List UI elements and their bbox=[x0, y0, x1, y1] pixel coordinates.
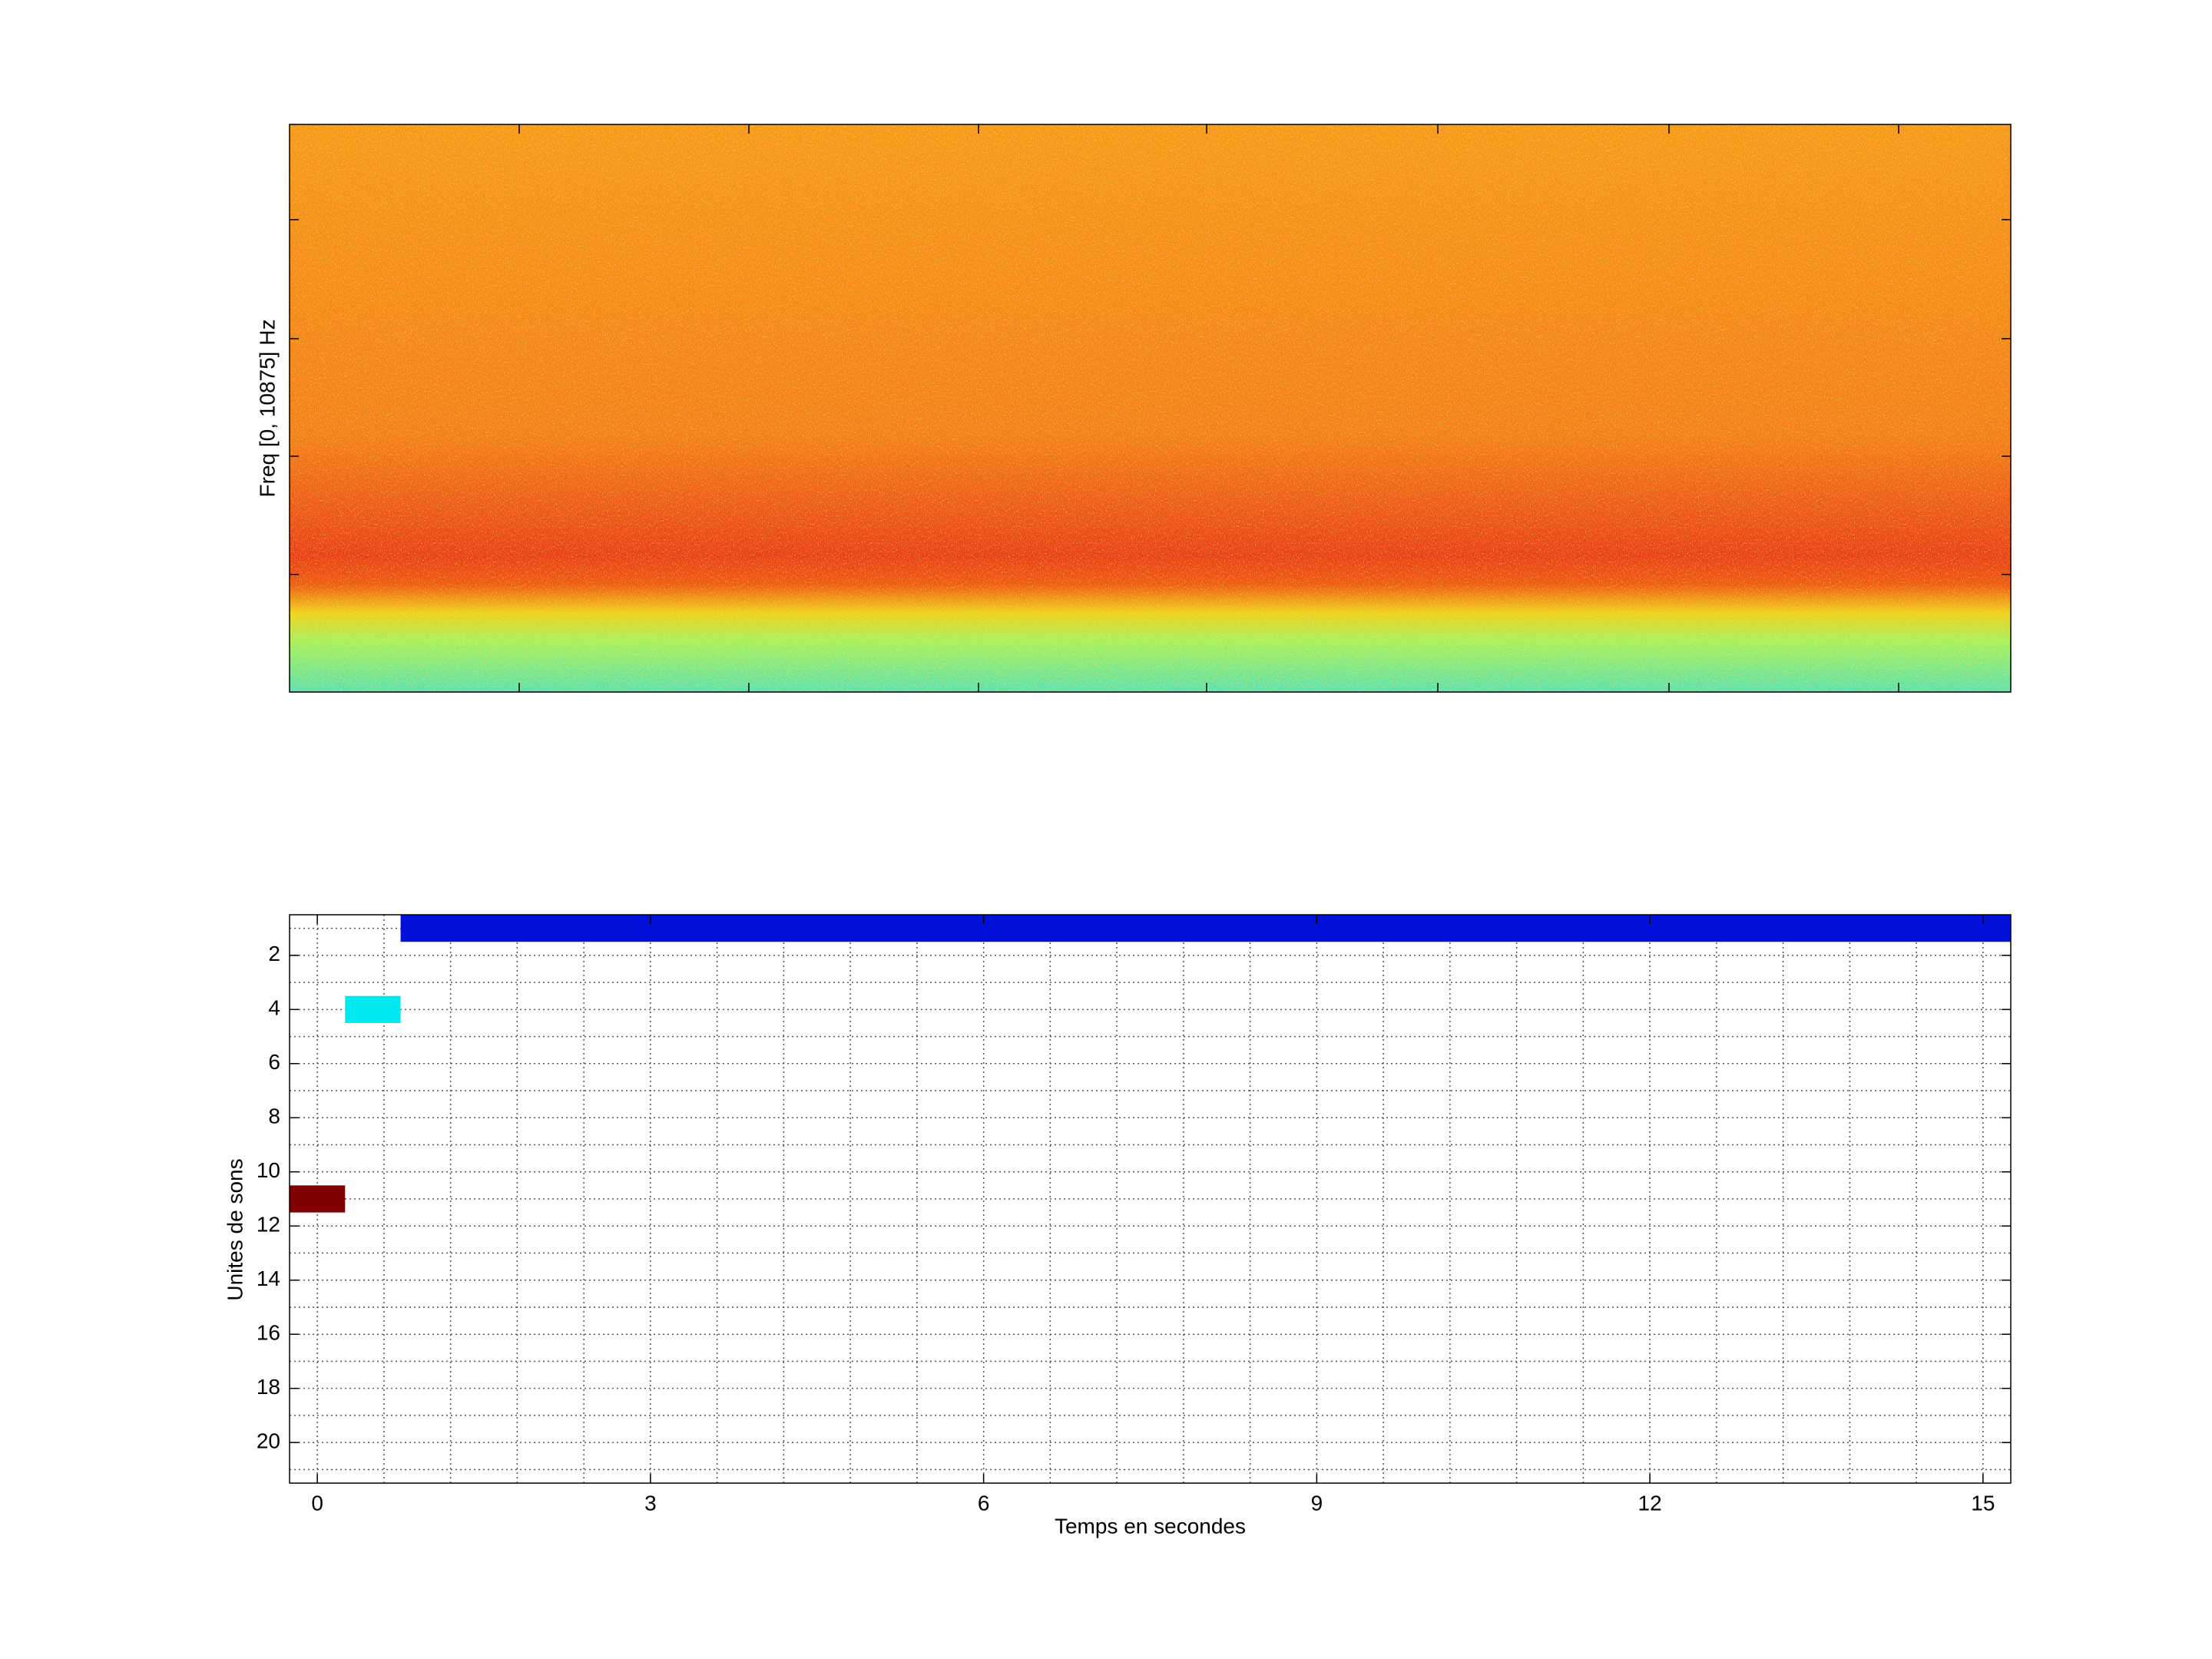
y-tick-label: 4 bbox=[268, 996, 280, 1020]
x-tick-label: 6 bbox=[978, 1491, 990, 1515]
spectrogram-panel: Freq [0, 10875] Hz bbox=[255, 124, 2012, 693]
y-axis-label: Freq [0, 10875] Hz bbox=[255, 320, 279, 498]
segment-bar bbox=[345, 995, 401, 1023]
segments-panel: 0 3 6 9 12 15 2 4 6 8 10 12 14 16 18 20 Temps en seconde… bbox=[223, 914, 2012, 1538]
y-tick-label: 12 bbox=[257, 1213, 280, 1237]
y-tick-label: 14 bbox=[257, 1267, 280, 1290]
x-tick-label: 12 bbox=[1638, 1491, 1662, 1515]
x-axis-label: Temps en secondes bbox=[1055, 1514, 1246, 1538]
y-tick-label: 8 bbox=[268, 1104, 280, 1128]
y-tick-label: 18 bbox=[257, 1375, 280, 1399]
segment-bar bbox=[400, 915, 2012, 942]
y-tick-label: 2 bbox=[268, 942, 280, 965]
segment-bar bbox=[290, 1185, 346, 1213]
x-tick-label: 0 bbox=[311, 1491, 323, 1515]
x-tick-label: 9 bbox=[1311, 1491, 1323, 1515]
y-tick-label: 6 bbox=[268, 1050, 280, 1074]
y-tick-label: 16 bbox=[257, 1321, 280, 1345]
y-tick-label: 20 bbox=[257, 1429, 280, 1453]
spectrogram-noise bbox=[290, 124, 2011, 590]
x-tick-label: 15 bbox=[1971, 1491, 1995, 1515]
x-tick-label: 3 bbox=[644, 1491, 657, 1515]
y-tick-label: 10 bbox=[257, 1158, 280, 1182]
axes-frame bbox=[289, 124, 2012, 693]
axes-frame bbox=[289, 914, 2012, 1484]
y-axis-label: Unites de sons bbox=[223, 1158, 247, 1300]
